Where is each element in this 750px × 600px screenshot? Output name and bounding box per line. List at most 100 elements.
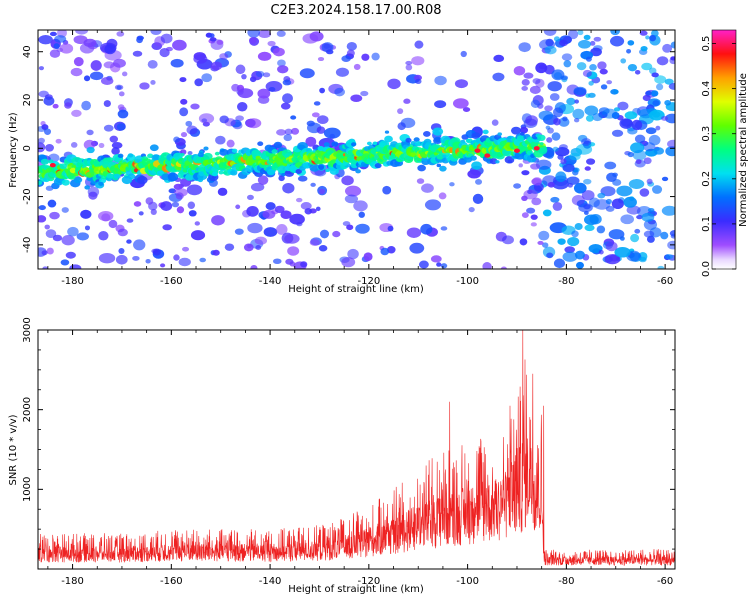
heatmap-noise-blob [468, 206, 475, 213]
heatmap-signal-blob [38, 180, 43, 185]
heatmap-noise-blob [290, 115, 297, 120]
heatmap-noise-blob [353, 200, 368, 212]
heatmap-noise-blob [631, 119, 643, 131]
heatmap-noise-blob [165, 46, 173, 52]
heatmap-noise-blob [179, 107, 189, 117]
heatmap-noise-blob [648, 134, 661, 146]
heatmap-signal-blob [212, 171, 219, 177]
heatmap-signal-blob [106, 157, 114, 163]
heatmap-noise-blob [668, 82, 675, 90]
heatmap-signal-blob [537, 134, 546, 142]
heatmap-noise-blob [182, 246, 190, 252]
heatmap-noise-blob [521, 78, 530, 86]
heatmap-noise-blob [521, 170, 530, 176]
heatmap-noise-blob [665, 254, 674, 260]
heatmap-noise-blob [257, 51, 272, 61]
heatmap-noise-blob [83, 38, 97, 48]
heatmap-noise-blob [647, 207, 655, 213]
heatmap-noise-blob [409, 242, 425, 254]
heatmap-noise-blob [162, 224, 172, 231]
heatmap-noise-blob [653, 147, 665, 155]
heatmap-noise-blob [578, 203, 593, 213]
heatmap-noise-blob [638, 256, 647, 263]
heatmap-signal-blob [325, 168, 330, 173]
heatmap-noise-blob [103, 124, 114, 132]
spectrogram-y-tick-label: 40 [22, 45, 33, 58]
heatmap-noise-blob [235, 115, 244, 122]
heatmap-noise-blob [597, 192, 606, 199]
heatmap-noise-blob [620, 58, 627, 64]
heatmap-noise-blob [171, 201, 180, 208]
heatmap-signal-blob [106, 173, 114, 179]
heatmap-signal-blob [405, 137, 412, 143]
heatmap-signal-blob [251, 149, 262, 158]
heatmap-noise-blob [600, 84, 608, 90]
heatmap-noise-blob [257, 88, 271, 99]
heatmap-signal-blob [214, 151, 220, 156]
spectrogram-x-tick-label: -180 [61, 276, 84, 287]
heatmap-noise-blob [418, 260, 429, 269]
heatmap-noise-blob [421, 183, 434, 193]
heatmap-noise-blob [553, 36, 560, 42]
snr-x-tick-label: -160 [160, 576, 183, 587]
heatmap-noise-blob [160, 33, 173, 44]
heatmap-noise-blob [116, 123, 126, 131]
heatmap-noise-blob [295, 197, 303, 203]
heatmap-signal-blob [510, 126, 522, 135]
heatmap-noise-blob [513, 65, 526, 76]
heatmap-noise-blob [538, 230, 550, 241]
heatmap-noise-blob [179, 77, 187, 83]
figure-title: C2E3.2024.158.17.00.R08 [270, 3, 441, 18]
heatmap-noise-blob [583, 34, 591, 41]
heatmap-signal-blob [482, 129, 489, 135]
heatmap-noise-blob [563, 60, 572, 68]
heatmap-noise-blob [346, 224, 354, 231]
heatmap-noise-blob [319, 229, 330, 239]
heatmap-noise-blob [150, 80, 156, 85]
heatmap-signal-blob [470, 155, 477, 161]
heatmap-signal-blob [184, 174, 194, 181]
heatmap-noise-blob [45, 229, 57, 239]
heatmap-noise-blob [150, 208, 157, 215]
heatmap-noise-blob [523, 72, 534, 79]
heatmap-noise-blob [81, 100, 91, 111]
heatmap-noise-blob [224, 243, 235, 251]
heatmap-noise-blob [285, 258, 294, 265]
heatmap-noise-blob [519, 238, 528, 246]
heatmap-peak-blob [513, 148, 520, 153]
heatmap-noise-blob [47, 199, 57, 208]
heatmap-noise-blob [287, 246, 300, 256]
heatmap-noise-blob [111, 147, 120, 155]
heatmap-noise-blob [332, 230, 341, 238]
heatmap-noise-blob [584, 166, 591, 171]
heatmap-peak-blob [49, 162, 56, 168]
heatmap-noise-blob [186, 125, 198, 135]
heatmap-noise-blob [574, 99, 579, 104]
heatmap-noise-blob [624, 111, 638, 120]
heatmap-signal-blob [329, 167, 339, 175]
heatmap-noise-blob [627, 151, 634, 158]
heatmap-noise-blob [84, 225, 91, 231]
heatmap-noise-blob [76, 232, 89, 241]
heatmap-noise-blob [606, 80, 613, 85]
heatmap-noise-blob [117, 109, 129, 119]
heatmap-noise-blob [64, 102, 72, 109]
snr-x-tick-label: -80 [558, 576, 574, 587]
heatmap-signal-blob [231, 148, 238, 153]
heatmap-noise-blob [282, 79, 292, 86]
heatmap-noise-blob [317, 57, 325, 62]
heatmap-noise-blob [178, 257, 191, 267]
heatmap-noise-blob [268, 87, 276, 92]
heatmap-noise-blob [257, 175, 269, 185]
heatmap-peak-blob [474, 148, 481, 153]
heatmap-noise-blob [243, 243, 254, 252]
heatmap-signal-blob [117, 153, 124, 159]
heatmap-noise-blob [49, 49, 61, 58]
heatmap-noise-blob [38, 142, 46, 153]
heatmap-noise-blob [38, 137, 45, 144]
heatmap-noise-blob [43, 96, 55, 106]
heatmap-signal-blob [84, 185, 91, 190]
heatmap-noise-blob [592, 113, 603, 122]
spectrogram-x-tick-label: -160 [160, 276, 183, 287]
heatmap-signal-blob [117, 170, 123, 174]
